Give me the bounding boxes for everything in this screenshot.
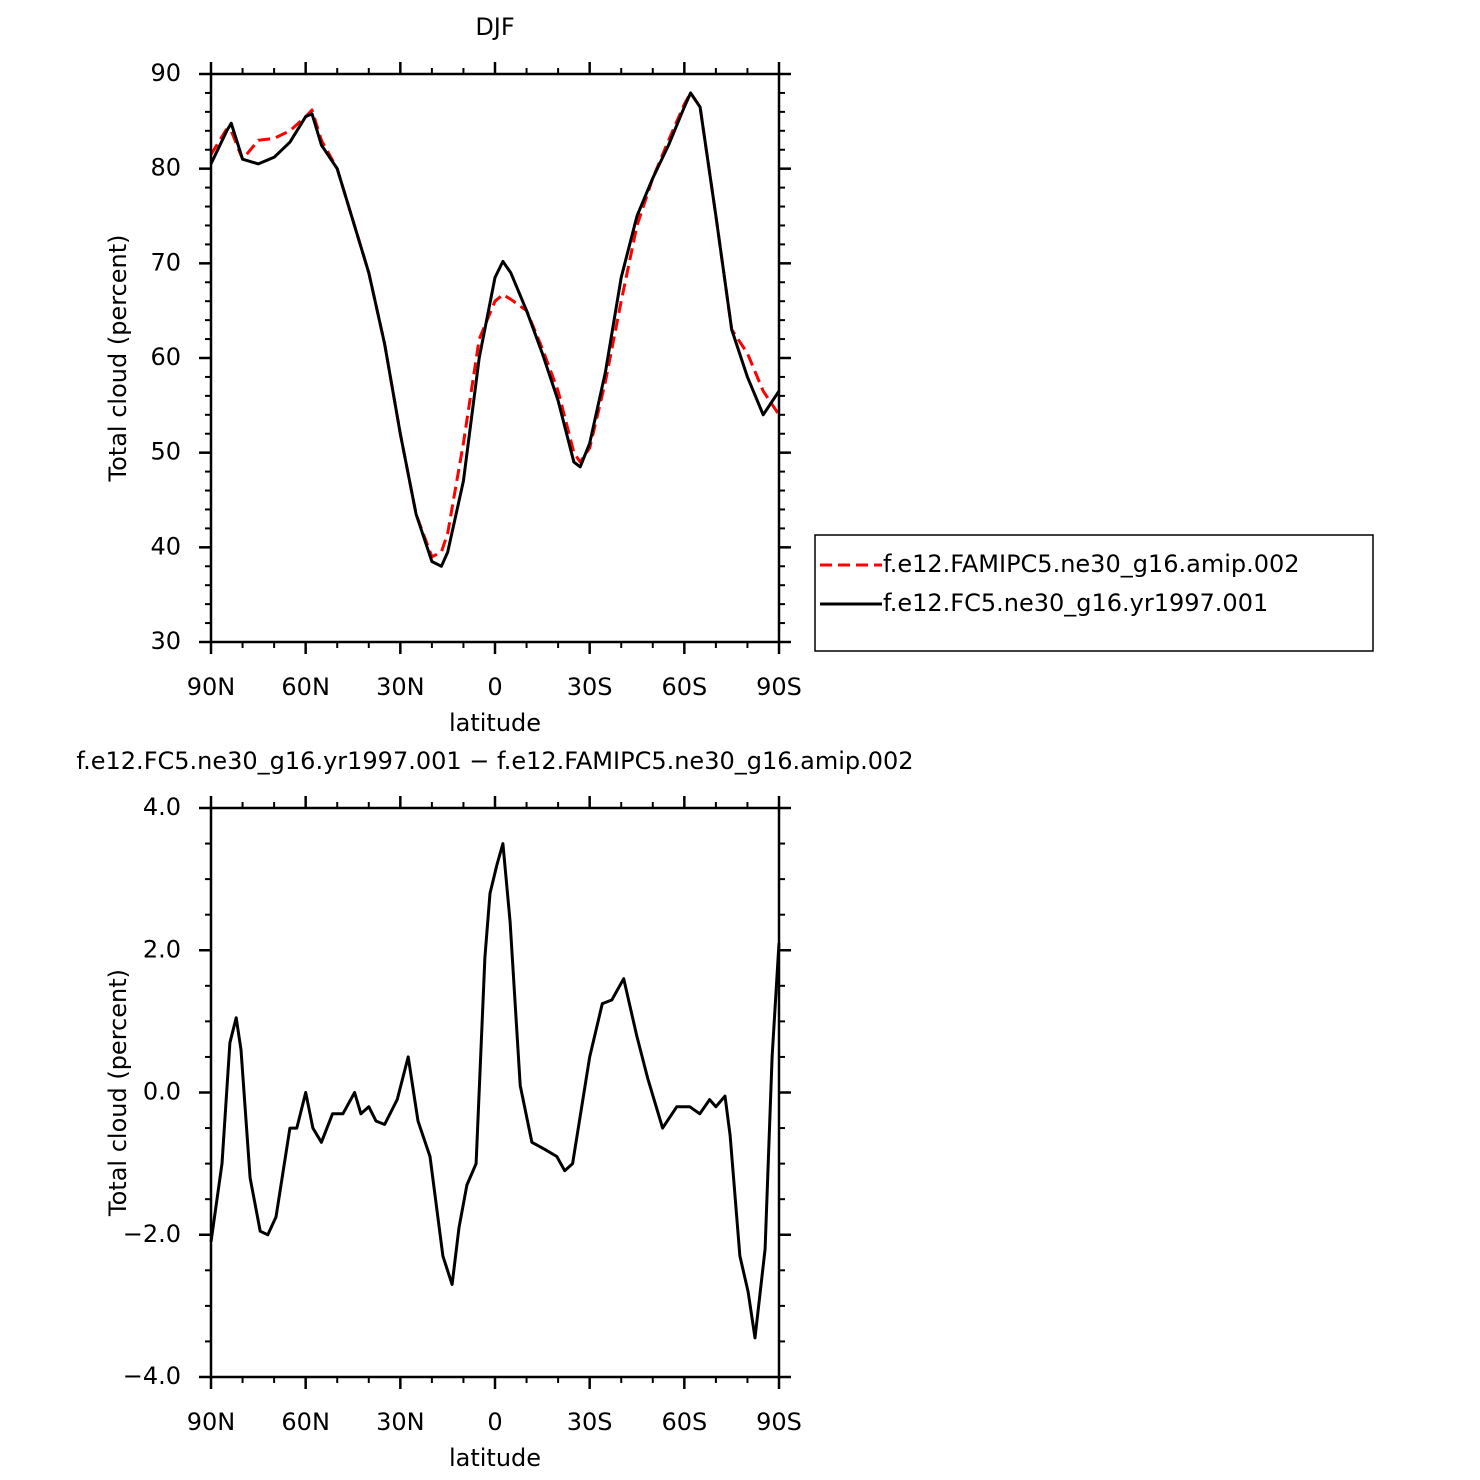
x-tick-label: 90N (187, 1408, 236, 1436)
y-tick-label: 2.0 (143, 935, 181, 963)
y-tick-label: −2.0 (123, 1220, 181, 1248)
x-tick-label: 0 (487, 673, 502, 701)
legend-label: f.e12.FAMIPC5.ne30_g16.amip.002 (883, 550, 1300, 578)
legend-label: f.e12.FC5.ne30_g16.yr1997.001 (883, 589, 1268, 617)
x-tick-label: 60S (661, 1408, 707, 1436)
x-tick-label: 30N (376, 1408, 425, 1436)
x-tick-label: 0 (487, 1408, 502, 1436)
chart-title: f.e12.FC5.ne30_g16.yr1997.001 − f.e12.FA… (76, 747, 913, 775)
x-tick-label: 90S (756, 673, 802, 701)
y-tick-label: 70 (150, 248, 181, 276)
x-tick-label: 90S (756, 1408, 802, 1436)
y-axis-label: Total cloud (percent) (104, 235, 132, 483)
x-tick-label: 30N (376, 673, 425, 701)
x-tick-label: 30S (567, 1408, 613, 1436)
y-tick-label: 40 (150, 532, 181, 560)
x-tick-label: 90N (187, 673, 236, 701)
legend-box (814, 534, 1374, 652)
y-tick-label: 60 (150, 343, 181, 371)
x-tick-label: 30S (567, 673, 613, 701)
x-tick-label: 60S (661, 673, 707, 701)
y-tick-label: 0.0 (143, 1078, 181, 1106)
plot-frame (209, 806, 781, 1379)
x-axis-label: latitude (449, 1444, 541, 1472)
y-tick-label: 50 (150, 438, 181, 466)
series-line (209, 91, 781, 568)
x-tick-label: 60N (281, 673, 330, 701)
x-tick-label: 60N (281, 1408, 330, 1436)
y-tick-label: −4.0 (123, 1362, 181, 1390)
plot-frame (209, 72, 781, 644)
y-tick-label: 30 (150, 627, 181, 655)
x-axis-label: latitude (449, 709, 541, 737)
y-tick-label: 4.0 (143, 793, 181, 821)
series-line (209, 91, 781, 559)
y-tick-label: 90 (150, 59, 181, 87)
y-tick-label: 80 (150, 154, 181, 182)
series-line (209, 842, 781, 1340)
y-axis-label: Total cloud (percent) (104, 969, 132, 1217)
chart-title: DJF (475, 13, 514, 41)
